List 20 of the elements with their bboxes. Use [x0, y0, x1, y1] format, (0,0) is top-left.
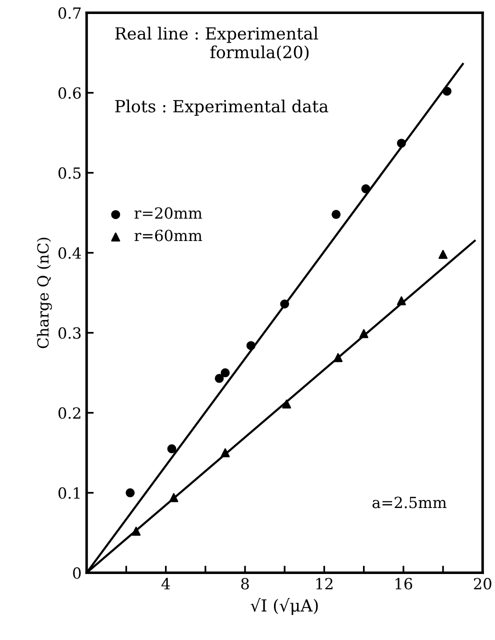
legend-label: r=20mm — [134, 207, 202, 219]
x-tick-label: 4 — [161, 578, 170, 590]
legend-label: r=60mm — [134, 230, 202, 242]
y-tick-label: 0.2 — [58, 407, 80, 419]
y-tick-label: 0 — [73, 567, 81, 579]
y-tick-label: 0.5 — [58, 167, 81, 179]
y-tick-label: 0.7 — [58, 7, 81, 19]
x-tick-label: 16 — [396, 578, 412, 590]
x-tick-label: 8 — [241, 578, 249, 590]
x-tick-label: 20 — [474, 578, 492, 590]
annotation: Plots : Experimental data — [115, 100, 328, 116]
y-axis-title: Charge Q (nC) — [36, 238, 52, 348]
y-tick-label: 0.4 — [58, 247, 81, 259]
x-axis-title: √I (√μA) — [250, 598, 318, 615]
y-tick-label: 0.6 — [58, 87, 81, 99]
x-tick-label: 12 — [316, 578, 332, 590]
y-tick-label: 0.3 — [58, 327, 81, 339]
annotation: a=2.5mm — [372, 496, 447, 508]
annotation: Real line : Experimental formula(20) — [115, 26, 318, 61]
y-tick-label: 0.1 — [58, 487, 80, 499]
